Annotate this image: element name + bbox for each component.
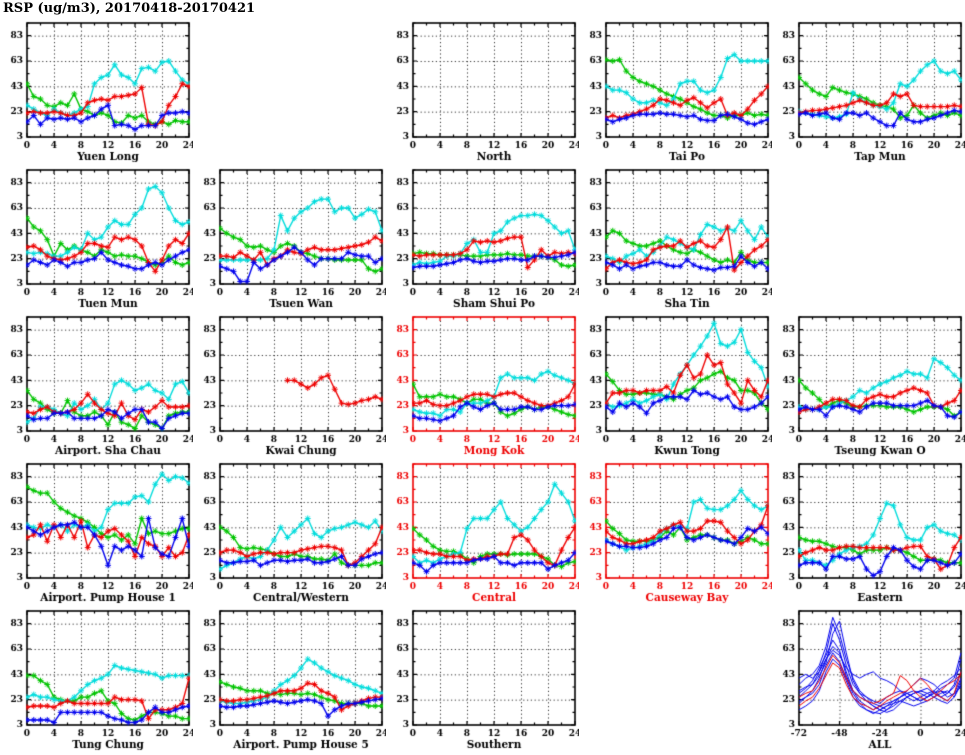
- chart-cell-tsuen-wan: [193, 165, 386, 312]
- chart-cell-tuen-mun: [0, 165, 193, 312]
- chart-sham-shui-po: [386, 165, 579, 312]
- chart-southern: [386, 606, 579, 753]
- chart-cell-causeway-bay: [579, 459, 772, 606]
- chart-cell-sha-tin: [579, 165, 772, 312]
- chart-cell-tung-chung: [0, 606, 193, 753]
- chart-tung-chung: [0, 606, 193, 753]
- chart-tai-po: [579, 18, 772, 165]
- chart-eastern: [772, 459, 965, 606]
- chart-cell-tseung-kwan-o: [772, 312, 965, 459]
- chart-cell-eastern: [772, 459, 965, 606]
- chart-cell-all: [772, 606, 965, 753]
- chart-cell-southern: [386, 606, 579, 753]
- chart-tuen-mun: [0, 165, 193, 312]
- chart-central: [386, 459, 579, 606]
- chart-cell-central: [386, 459, 579, 606]
- chart-tap-mun: [772, 18, 965, 165]
- chart-yuen-long: [0, 18, 193, 165]
- chart-cell-tap-mun: [772, 18, 965, 165]
- chart-airport-pump-house-5: [193, 606, 386, 753]
- chart-kwun-tong: [579, 312, 772, 459]
- chart-cell-tai-po: [579, 18, 772, 165]
- chart-airport-pump-house-1: [0, 459, 193, 606]
- chart-cell-kwun-tong: [579, 312, 772, 459]
- page-title: RSP (ug/m3), 20170418-20170421: [3, 1, 256, 16]
- chart-cell-kwai-chung: [193, 312, 386, 459]
- chart-grid: [0, 18, 965, 753]
- chart-central-western: [193, 459, 386, 606]
- chart-cell-airport-pump-house-5: [193, 606, 386, 753]
- chart-tsuen-wan: [193, 165, 386, 312]
- chart-north: [386, 18, 579, 165]
- chart-tseung-kwan-o: [772, 312, 965, 459]
- chart-sha-tin: [579, 165, 772, 312]
- chart-cell-mong-kok: [386, 312, 579, 459]
- chart-cell-airport-pump-house-1: [0, 459, 193, 606]
- chart-all: [772, 606, 965, 753]
- chart-airport-sha-chau: [0, 312, 193, 459]
- chart-mong-kok: [386, 312, 579, 459]
- chart-cell-north: [386, 18, 579, 165]
- chart-cell-central-western: [193, 459, 386, 606]
- chart-cell-airport-sha-chau: [0, 312, 193, 459]
- chart-cell-yuen-long: [0, 18, 193, 165]
- chart-kwai-chung: [193, 312, 386, 459]
- chart-cell-sham-shui-po: [386, 165, 579, 312]
- chart-causeway-bay: [579, 459, 772, 606]
